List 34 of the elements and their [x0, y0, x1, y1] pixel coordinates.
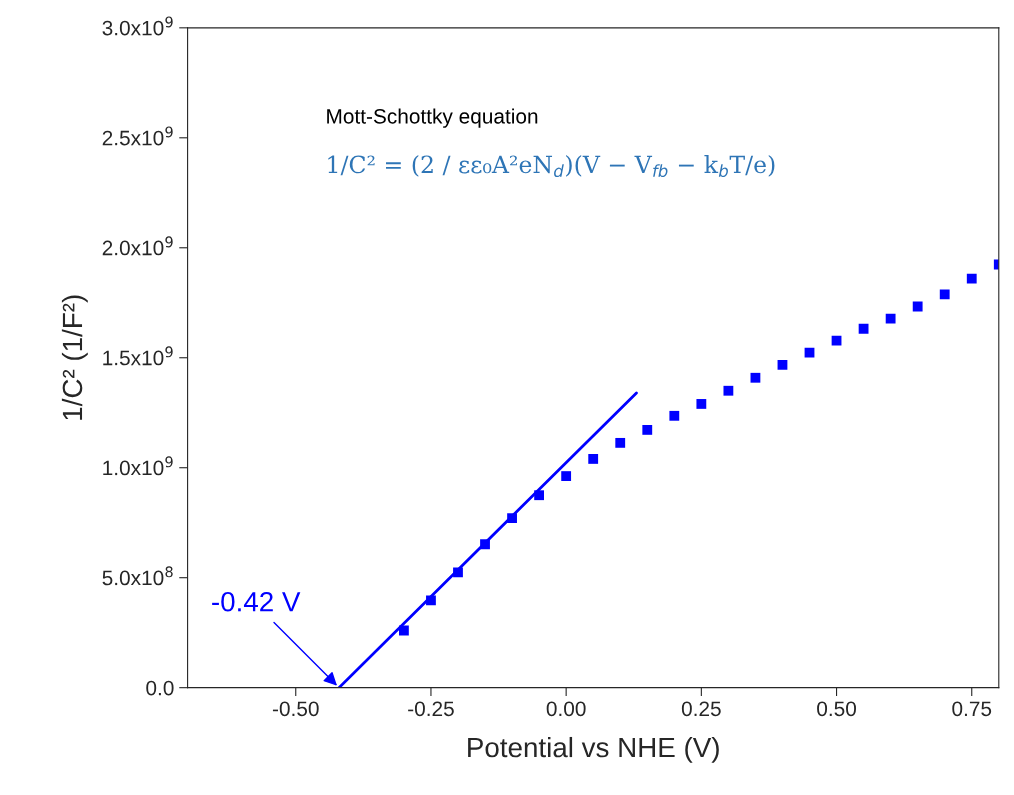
- point: [777, 359, 788, 370]
- point: [615, 437, 626, 448]
- y-tick-label: 1.0x10$^{9}$: [103, 456, 173, 476]
- point: [885, 313, 896, 324]
- x-axis-title: Potential vs NHE (V): [468, 736, 719, 763]
- y-tick-label: 2.0x10$^{9}$: [102, 236, 173, 256]
- y-tick-label: 2.5x10$^{9}$: [102, 126, 173, 146]
- point: [804, 347, 815, 358]
- x-tick-label: 0.75: [952, 701, 992, 717]
- x-tick-label: 0.50: [817, 701, 857, 717]
- x-tick-label: -0.25: [408, 701, 454, 717]
- point: [696, 399, 707, 409]
- point: [858, 323, 869, 334]
- point: [588, 454, 599, 464]
- y-axis-title: 1/C² (1/F²): [61, 295, 88, 420]
- x-tick-label: 0.00: [546, 701, 586, 717]
- annotation: 1/C² = (2 / εε₀A²eN$_{d}$)(V − V$_{fb}$ − k$_{b}$T/e): [328, 155, 775, 178]
- point: [939, 289, 950, 300]
- point: [831, 335, 842, 346]
- point: [966, 273, 977, 284]
- point: [642, 424, 653, 435]
- x-tick-label: 0.25: [681, 701, 721, 717]
- y-tick-label: 1.5x10$^{9}$: [103, 346, 173, 366]
- y-tick-label: 0.0: [146, 680, 174, 696]
- annotation: Mott-Schottky equation: [327, 108, 538, 128]
- x-tick-label: -0.50: [272, 701, 319, 717]
- point: [561, 471, 572, 481]
- annotation: -0.42 V: [212, 591, 301, 612]
- y-tick-label: 3.0x10$^{9}$: [102, 16, 173, 36]
- point: [723, 385, 734, 396]
- point: [750, 372, 761, 383]
- y-tick-label: 5.0x10$^{8}$: [102, 566, 173, 586]
- point: [912, 301, 923, 312]
- point: [669, 410, 680, 421]
